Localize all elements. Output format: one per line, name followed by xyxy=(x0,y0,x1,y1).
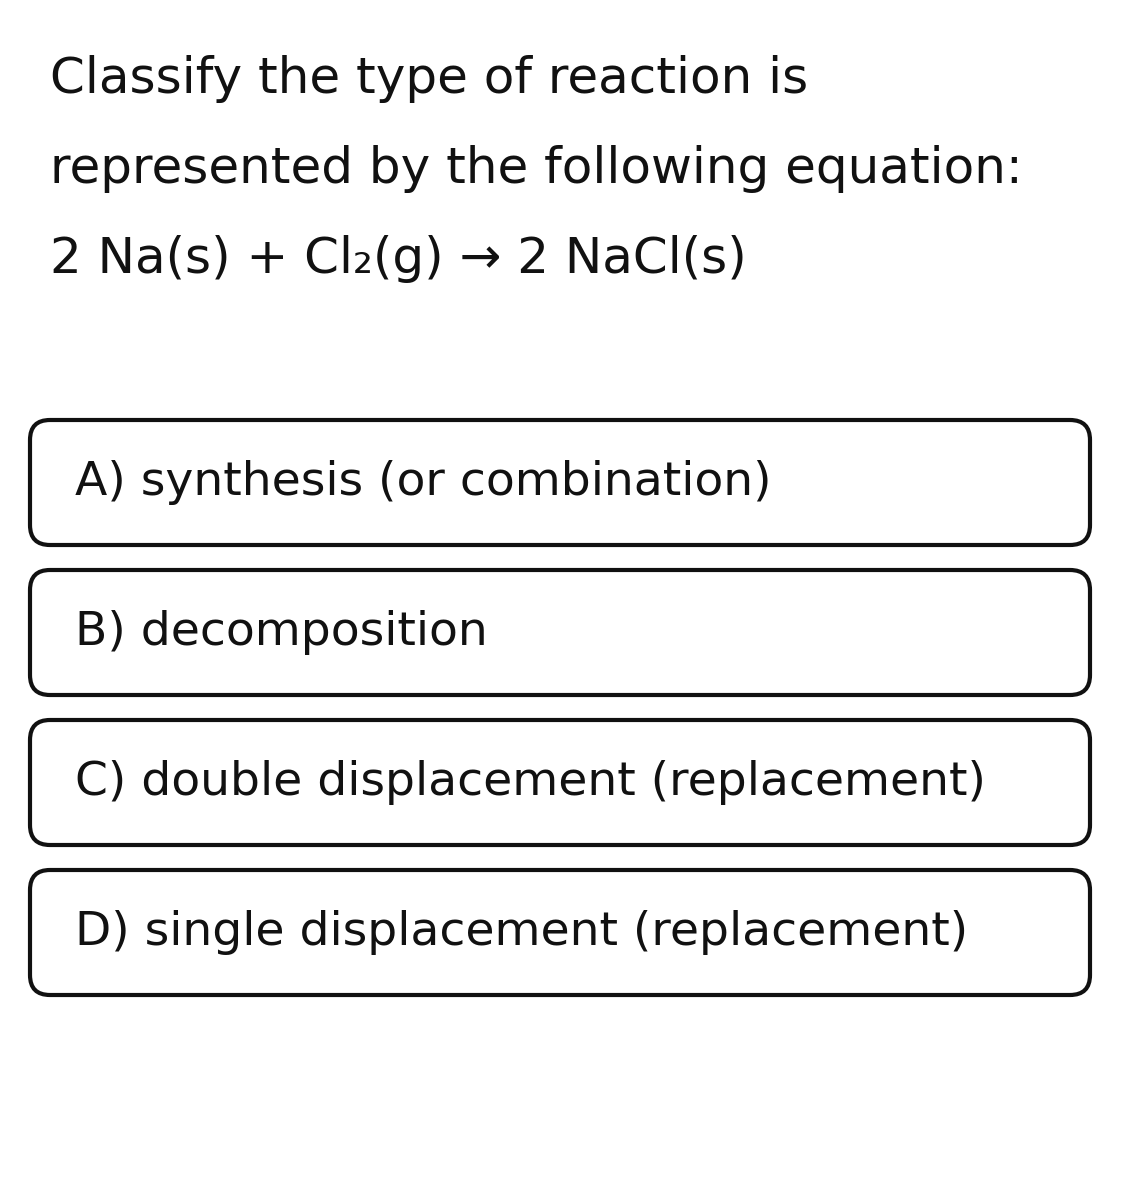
FancyBboxPatch shape xyxy=(30,870,1090,995)
Text: C) double displacement (replacement): C) double displacement (replacement) xyxy=(75,760,986,805)
FancyBboxPatch shape xyxy=(30,420,1090,545)
Text: 2 Na(s) + Cl₂(g) → 2 NaCl(s): 2 Na(s) + Cl₂(g) → 2 NaCl(s) xyxy=(49,235,746,283)
FancyBboxPatch shape xyxy=(30,570,1090,695)
Text: Classify the type of reaction is: Classify the type of reaction is xyxy=(49,55,808,103)
Text: B) decomposition: B) decomposition xyxy=(75,610,488,655)
Text: D) single displacement (replacement): D) single displacement (replacement) xyxy=(75,910,968,955)
FancyBboxPatch shape xyxy=(30,720,1090,845)
Text: represented by the following equation:: represented by the following equation: xyxy=(49,145,1023,193)
Text: A) synthesis (or combination): A) synthesis (or combination) xyxy=(75,460,771,505)
